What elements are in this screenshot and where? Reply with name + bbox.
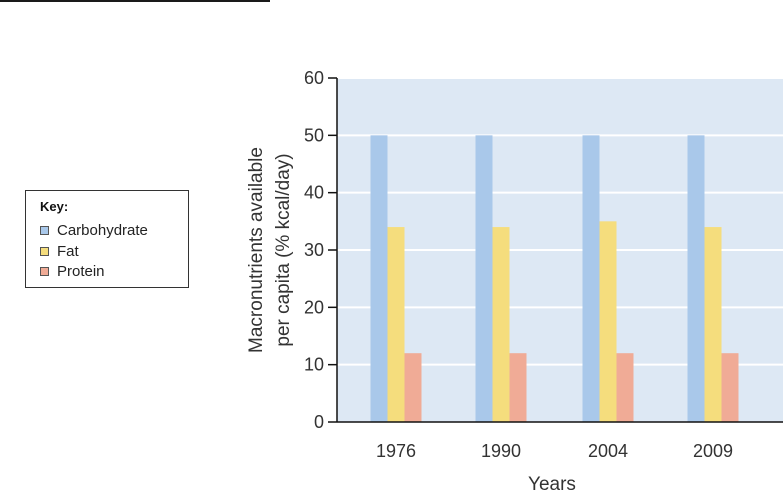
bar-protein-1990 <box>509 353 527 422</box>
y-axis-title-line-2: per capita (% kcal/day) <box>273 153 294 346</box>
y-axis-title-line-1: Macronutrients available <box>246 147 267 353</box>
x-axis: 1976 1990 2004 2009 <box>337 421 783 461</box>
y-tick-label-0: 0 <box>314 412 324 432</box>
y-tick-label-30: 30 <box>304 240 324 260</box>
legend-label-carbohydrate: Carbohydrate <box>57 221 148 239</box>
legend-swatch-protein <box>40 266 49 276</box>
x-tick-label-1990: 1990 <box>481 441 521 461</box>
y-tick-label-50: 50 <box>304 125 324 145</box>
y-axis: 0 10 20 30 40 50 60 <box>304 68 338 432</box>
y-tick-label-10: 10 <box>304 355 324 375</box>
legend-item-fat: Fat <box>40 242 79 260</box>
top-divider-line <box>0 0 270 2</box>
bar-carbohydrate-1990 <box>475 135 493 423</box>
bar-protein-2009 <box>721 353 739 422</box>
bars-group <box>370 135 739 423</box>
bar-fat-2004 <box>599 221 617 422</box>
bar-fat-2009 <box>704 227 722 422</box>
legend-title: Key: <box>40 199 69 214</box>
y-tick-label-20: 20 <box>304 297 324 317</box>
legend-item-protein: Protein <box>40 262 105 280</box>
x-tick-label-1976: 1976 <box>376 441 416 461</box>
legend-label-protein: Protein <box>57 262 105 280</box>
legend-swatch-carbohydrate <box>40 225 49 235</box>
x-tick-label-2009: 2009 <box>693 441 733 461</box>
bar-carbohydrate-1976 <box>370 135 388 423</box>
y-tick-label-60: 60 <box>304 68 324 88</box>
y-tick-label-40: 40 <box>304 183 324 203</box>
bar-carbohydrate-2009 <box>687 135 705 423</box>
legend-box: Key: Carbohydrate Fat Protein <box>25 190 189 288</box>
bar-fat-1990 <box>492 227 510 422</box>
legend-item-carbohydrate: Carbohydrate <box>40 221 148 239</box>
x-axis-title: Years <box>528 474 576 495</box>
x-tick-label-2004: 2004 <box>588 441 628 461</box>
bar-protein-1976 <box>404 353 422 422</box>
bar-protein-2004 <box>616 353 634 422</box>
legend-swatch-fat <box>40 246 49 256</box>
bar-carbohydrate-2004 <box>582 135 600 423</box>
bar-fat-1976 <box>387 227 405 422</box>
legend-label-fat: Fat <box>57 242 79 260</box>
